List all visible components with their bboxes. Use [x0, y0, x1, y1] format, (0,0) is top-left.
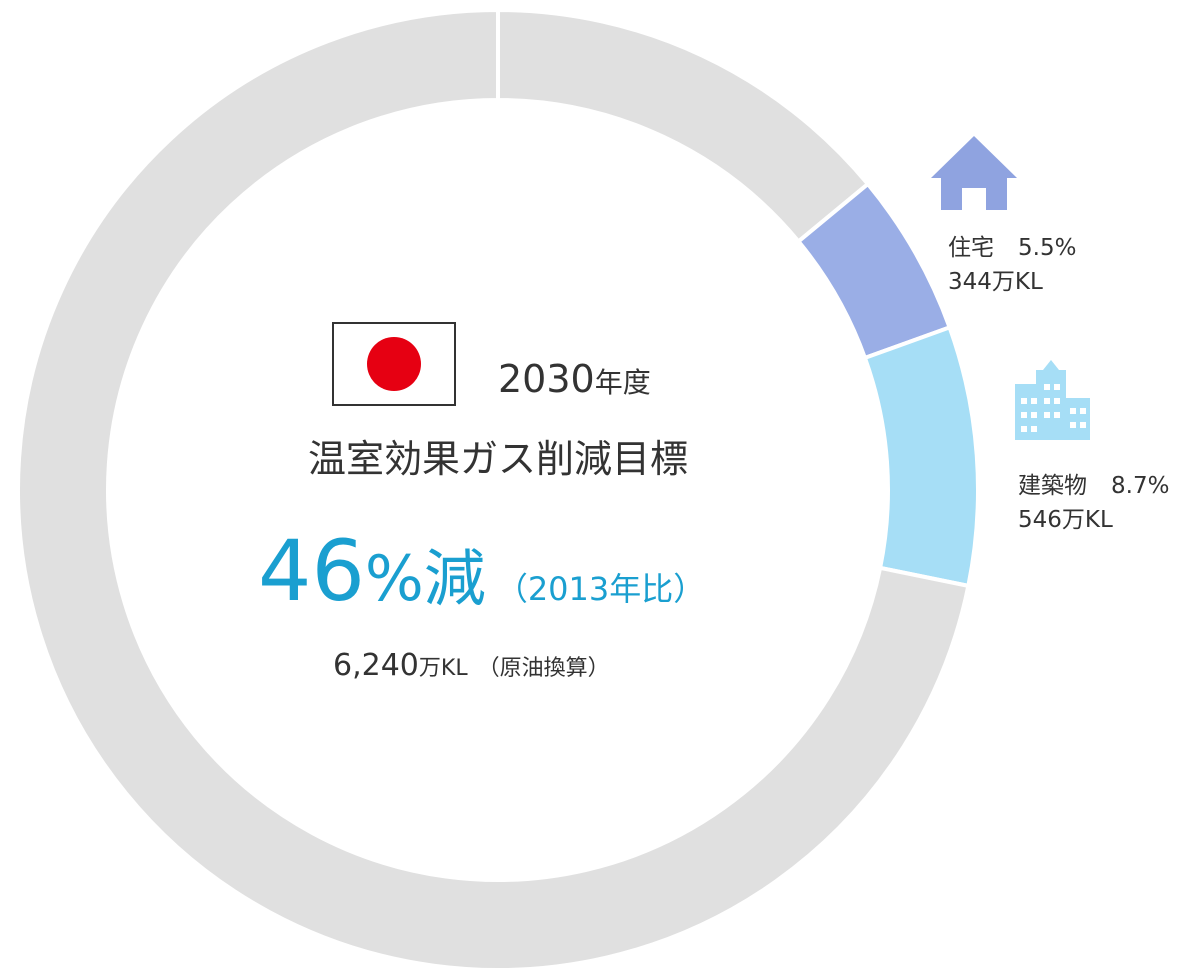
total-note: （原油換算） — [478, 656, 610, 681]
segment-sublabel: 546万KL — [1018, 507, 1113, 533]
segment-label: 建築物 8.7% — [1018, 473, 1169, 499]
total: 6,240 — [333, 648, 419, 683]
donut-segment — [862, 324, 980, 589]
donut-segment — [496, 7, 871, 245]
target: 46 — [258, 522, 365, 620]
building-icon — [1015, 360, 1090, 440]
target-unit: %減 — [365, 542, 486, 615]
donut — [16, 7, 980, 972]
target-text: 46%減 （2013年比） — [258, 522, 705, 620]
heading: 温室効果ガス削減目標 — [308, 437, 688, 481]
value-label: 8.7% — [1111, 473, 1169, 499]
year: 2030 — [498, 357, 595, 401]
total-text: 6,240万KL （原油換算） — [333, 648, 610, 683]
flag-sun — [367, 337, 421, 391]
category-name: 建築物 — [1018, 473, 1087, 499]
total-unit: 万KL — [419, 656, 468, 681]
segment-sublabel: 344万KL — [948, 269, 1043, 295]
year-text: 2030年度 — [498, 357, 651, 401]
donut-segment — [16, 7, 971, 972]
category-name: 住宅 — [948, 235, 994, 261]
baseline: （2013年比） — [496, 570, 705, 608]
value-label: 5.5% — [1018, 235, 1076, 261]
year-suffix: 年度 — [595, 366, 651, 399]
segment-label: 住宅 5.5% — [948, 235, 1076, 261]
house-icon — [931, 136, 1017, 210]
